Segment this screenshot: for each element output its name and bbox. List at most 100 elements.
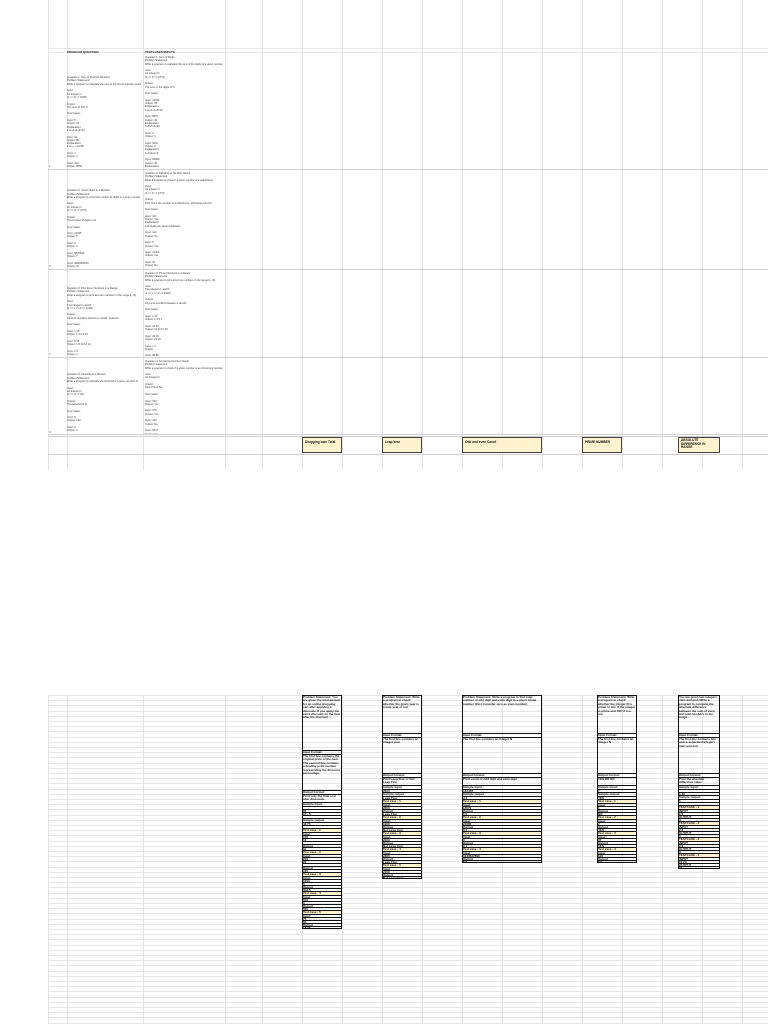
problem-cell bbox=[678, 789, 720, 792]
grid-column-line bbox=[67, 695, 68, 1024]
problem-cell: 2023 bbox=[382, 838, 422, 841]
problem-cell: 81 bbox=[302, 847, 342, 850]
grid-row-line bbox=[48, 762, 768, 764]
grid-row-line bbox=[48, 897, 768, 899]
testcase-header-cell: Test case - 4 bbox=[462, 847, 542, 851]
grid-row-line bbox=[48, 767, 768, 769]
testcase-header-cell: Test case - 4 bbox=[597, 847, 637, 851]
problem-cell: 0 bbox=[302, 901, 342, 904]
grid-column-line bbox=[225, 695, 226, 1024]
testcases-cell: Question 3: Prime Numbers in a Range Pro… bbox=[145, 272, 216, 356]
problem-cell: Input bbox=[382, 803, 422, 806]
grid-column-line bbox=[622, 0, 623, 470]
problem-cell: 0 0 bbox=[678, 844, 720, 847]
grid-row-line bbox=[48, 830, 768, 832]
problem-cell: Print Leap Year or Not Leap Year bbox=[382, 777, 422, 785]
grid-row-line bbox=[48, 965, 768, 967]
problem-cell: Print the absolute difference value bbox=[678, 777, 720, 785]
problem-cell: 5 bbox=[678, 834, 720, 837]
problem-cell: Input bbox=[462, 819, 542, 822]
problem-cell: OUTPUT bbox=[678, 863, 720, 866]
grid-row-line bbox=[48, 48, 768, 49]
problem-cell: Output bbox=[382, 873, 422, 876]
problem-cell: Output bbox=[302, 923, 342, 926]
grid-row-line bbox=[48, 169, 768, 170]
problem-cell: Input bbox=[462, 803, 542, 806]
row-number: 3 bbox=[49, 352, 51, 356]
grid-column-line bbox=[742, 695, 743, 1024]
problem-cell: Output Format: bbox=[302, 790, 342, 794]
problem-cell: OUTPUT bbox=[678, 815, 720, 818]
grid-row-line bbox=[48, 436, 768, 437]
grid-row-line bbox=[48, 1012, 768, 1014]
problem-cell: Sample output: bbox=[678, 795, 720, 799]
yellow-header-cell: Shopping loan Total bbox=[302, 437, 342, 453]
problem-cell: 5 bbox=[678, 799, 720, 802]
grid-row-line bbox=[48, 1007, 768, 1008]
spreadsheet-page-1: PROBLEM QUESTION TESTCASES/INPUTS Questi… bbox=[0, 0, 768, 470]
testcase-header-cell: Test case - 1 bbox=[302, 828, 342, 832]
problem-cell: Leap Year bbox=[382, 812, 422, 815]
grid-column-line bbox=[225, 0, 226, 470]
grid-column-line bbox=[422, 695, 423, 1024]
grid-row-line bbox=[48, 934, 768, 936]
grid-column-line bbox=[422, 0, 423, 470]
grid-row-line bbox=[48, 269, 768, 270]
problem-cell bbox=[678, 802, 720, 805]
problem-cell: 3 bbox=[678, 818, 720, 821]
problem-cell: 1 5 bbox=[678, 812, 720, 815]
grid-column-line bbox=[302, 0, 303, 470]
spreadsheet-page-2: Problem Statement: You are given the tot… bbox=[0, 695, 768, 1024]
grid-row-line bbox=[48, 434, 768, 435]
problem-cell bbox=[302, 815, 342, 818]
problem-cell: 0 bbox=[462, 838, 542, 841]
problem-cell: Leap Year bbox=[382, 860, 422, 863]
column-border bbox=[678, 695, 720, 869]
grid-row-line bbox=[48, 1022, 768, 1024]
testcases-cell: Question 2: Palindrome Number Check Prob… bbox=[145, 172, 214, 268]
grid-row-line bbox=[48, 887, 768, 889]
problem-cell: Input Format: bbox=[302, 750, 342, 754]
grid-column-line bbox=[342, 0, 343, 470]
problem-cell: Sample input bbox=[382, 785, 422, 789]
grid-row-line bbox=[48, 939, 768, 941]
problem-cell: INPUT bbox=[678, 809, 720, 812]
problem-cell: Input bbox=[597, 851, 637, 854]
grid-column-line bbox=[622, 695, 623, 1024]
problem-cell: Output bbox=[302, 844, 342, 847]
problem-cell: 2400 bbox=[382, 854, 422, 857]
problem-cell bbox=[302, 806, 342, 809]
grid-row-line bbox=[48, 52, 768, 53]
grid-row-line bbox=[48, 949, 768, 951]
problem-cell: 5 bbox=[302, 882, 342, 885]
problem-cell: Output bbox=[462, 825, 542, 828]
problem-cell: Not Leap Year bbox=[382, 844, 422, 847]
grid-row-line bbox=[48, 705, 768, 707]
problem-cell: 42.75 bbox=[302, 822, 342, 825]
question-cell: Question 3: Print Even Numbers in a Rang… bbox=[67, 287, 137, 356]
grid-column-line bbox=[67, 0, 68, 470]
problem-cell: Output Format: bbox=[462, 773, 542, 777]
problem-cell: 20 bbox=[302, 860, 342, 863]
problem-cell: Input bbox=[597, 819, 637, 822]
grid-row-line bbox=[48, 871, 768, 873]
problem-cell: 100 bbox=[597, 854, 637, 857]
yellow-header-cell: ABSOLUTE DIFFERENCE IN RANGE bbox=[678, 437, 720, 453]
problem-cell: Output bbox=[597, 841, 637, 844]
grid-column-line bbox=[742, 0, 743, 470]
problem-cell: Output bbox=[382, 825, 422, 828]
problem-cell: 13579 bbox=[462, 806, 542, 809]
problem-cell: 2000 bbox=[382, 806, 422, 809]
problem-cell: Output bbox=[302, 904, 342, 907]
problem-cell: Input bbox=[462, 835, 542, 838]
problem-cell: Output bbox=[302, 866, 342, 869]
problem-cell: 100 bbox=[302, 835, 342, 838]
column-header-testcases: TESTCASES/INPUTS bbox=[145, 50, 175, 54]
problem-cell: 160 bbox=[302, 869, 342, 872]
problem-cell: Output bbox=[302, 885, 342, 888]
problem-cell: 2 8 bbox=[678, 828, 720, 831]
grid-column-line bbox=[262, 695, 263, 1024]
grid-row-line bbox=[48, 929, 768, 930]
testcase-header-cell: TESTCASE - 3 bbox=[678, 837, 720, 841]
column-border bbox=[382, 695, 422, 879]
